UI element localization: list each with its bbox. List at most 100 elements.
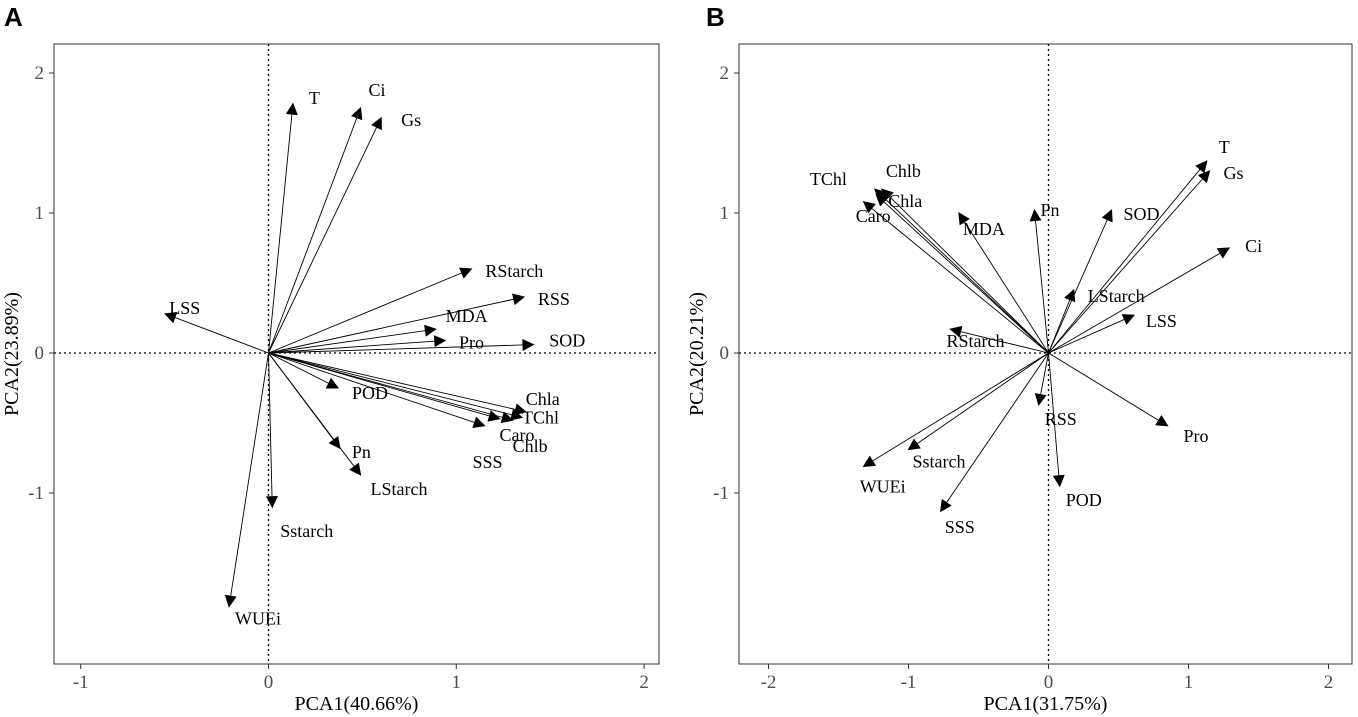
panel-a: -1 0 1 2 -1 0 1 2 PCA1(40.66%) PCA2(23.89%) T Ci Gs R… — [1, 43, 660, 715]
y-tick-label: 0 — [720, 343, 730, 364]
vector-arrow-t — [268, 102, 298, 354]
x-tick-label: 1 — [452, 672, 462, 693]
vector-arrow-gs — [268, 116, 382, 354]
vector-arrow-ci — [268, 106, 363, 354]
vector-label-rss: RSS — [538, 289, 570, 309]
vector-arrow-pn — [1029, 209, 1049, 354]
vector-arrow-pro — [268, 335, 447, 354]
vector-arrow-caro — [862, 201, 1049, 354]
vector-label-tchl: TChl — [522, 407, 559, 427]
vector-label-lstarch: LStarch — [1088, 286, 1145, 306]
vector-label-gs: Gs — [1224, 163, 1244, 183]
vector-arrow-pro — [1048, 352, 1169, 427]
vector-arrow-sss — [268, 352, 486, 429]
vector-arrow-sod — [1048, 209, 1113, 354]
vector-label-t: T — [309, 88, 320, 108]
vector-label-pro: Pro — [459, 332, 484, 352]
vector-arrow-lss — [1048, 314, 1135, 354]
vector-label-mda: MDA — [963, 219, 1005, 239]
x-tick-label: 0 — [264, 672, 274, 693]
vector-arrow-sstarch — [907, 352, 1049, 451]
y-tick-label: 1 — [35, 203, 45, 224]
vector-arrow-tchl — [874, 188, 1049, 354]
x-tick-label: -1 — [901, 672, 917, 693]
vector-label-lss: LSS — [169, 298, 200, 318]
vector-arrow-sod — [268, 338, 535, 354]
x-tick-label: 2 — [1324, 672, 1334, 693]
vector-arrow-rstarch — [268, 267, 473, 354]
x-tick-label: -2 — [761, 672, 777, 693]
vector-label-chlb: Chlb — [886, 161, 921, 181]
vector-arrow-tchl — [268, 352, 524, 421]
vector-label-sod: SOD — [549, 331, 585, 351]
y-tick-label: 2 — [35, 63, 45, 84]
vector-label-sstarch: Sstarch — [280, 521, 333, 541]
vector-label-t: T — [1219, 137, 1230, 157]
vector-arrow-pod — [1048, 352, 1065, 488]
y-tick-label: 1 — [720, 203, 730, 224]
vector-arrow-wuei — [862, 352, 1049, 468]
vector-arrow-wuei — [224, 352, 269, 608]
y-tick-label: -1 — [28, 483, 44, 504]
vector-arrow-mda — [958, 211, 1049, 354]
vector-arrow-lss — [164, 312, 269, 354]
vector-label-gs: Gs — [401, 110, 421, 130]
vector-arrow-lstarch — [268, 352, 362, 476]
vector-label-sss: SSS — [945, 517, 975, 537]
x-axis-title-a: PCA1(40.66%) — [295, 693, 419, 715]
y-tick-label: 0 — [35, 343, 45, 364]
x-tick-label: 0 — [1044, 672, 1054, 693]
x-tick-label: 2 — [639, 672, 649, 693]
vector-label-rss: RSS — [1045, 409, 1077, 429]
panel-b: -2 -1 0 1 2 -1 0 1 2 PCA1(31.75%) PCA2(20.21%) T Gs C… — [686, 43, 1353, 715]
vector-arrow-rstarch — [949, 325, 1049, 354]
vector-label-rstarch: RStarch — [947, 331, 1005, 351]
vector-label-pro: Pro — [1184, 426, 1209, 446]
vector-label-lss: LSS — [1146, 311, 1177, 331]
plot-frame-a — [53, 43, 660, 665]
vector-label-chlb: Chlb — [513, 436, 548, 456]
vector-label-sod: SOD — [1124, 204, 1160, 224]
vector-arrow-chla — [268, 352, 527, 416]
vector-arrow-chlb — [881, 188, 1049, 354]
vector-label-chla: Chla — [526, 389, 560, 409]
vector-arrow-sstarch — [265, 352, 278, 509]
vector-arrow-chla — [875, 193, 1049, 354]
vector-label-caro: Caro — [499, 425, 534, 445]
vector-label-pn: Pn — [1041, 200, 1060, 220]
vector-label-sss: SSS — [472, 452, 502, 472]
panel-label-b: B — [706, 2, 725, 32]
vector-arrow-rss — [1034, 352, 1049, 406]
vector-label-chla: Chla — [888, 191, 922, 211]
vector-label-ci: Ci — [1245, 236, 1262, 256]
vector-label-ci: Ci — [369, 80, 386, 100]
vector-arrow-sss — [940, 352, 1049, 513]
vector-label-pod: POD — [1066, 490, 1102, 510]
vector-arrow-lstarch — [1048, 288, 1076, 354]
vector-label-wuei: WUEi — [860, 476, 906, 496]
vector-label-caro: Caro — [856, 206, 891, 226]
vector-label-sstarch: Sstarch — [913, 452, 966, 472]
vector-label-mda: MDA — [446, 306, 488, 326]
vector-label-wuei: WUEi — [235, 608, 281, 628]
x-tick-label: -1 — [73, 672, 89, 693]
plot-frame-b — [738, 43, 1353, 665]
x-tick-label: 1 — [1184, 672, 1194, 693]
y-tick-label: -1 — [713, 483, 729, 504]
vector-label-tchl: TChl — [810, 169, 847, 189]
vector-arrow-pod — [268, 352, 340, 389]
vector-arrow-rss — [268, 293, 526, 354]
vector-arrow-gs — [1048, 170, 1211, 354]
vector-label-pod: POD — [352, 383, 388, 403]
y-tick-label: 2 — [720, 63, 730, 84]
x-axis-title-b: PCA1(31.75%) — [984, 693, 1108, 715]
vector-arrow-t — [1048, 160, 1208, 354]
y-axis-title-b: PCA2(20.21%) — [686, 292, 708, 416]
panel-label-a: A — [4, 2, 23, 32]
y-axis-title-a: PCA2(23.89%) — [1, 292, 23, 416]
vector-arrow-mda — [268, 324, 437, 354]
vector-arrow-caro — [268, 352, 501, 422]
vector-label-pn: Pn — [352, 442, 371, 462]
vector-arrow-ci — [1048, 247, 1231, 354]
